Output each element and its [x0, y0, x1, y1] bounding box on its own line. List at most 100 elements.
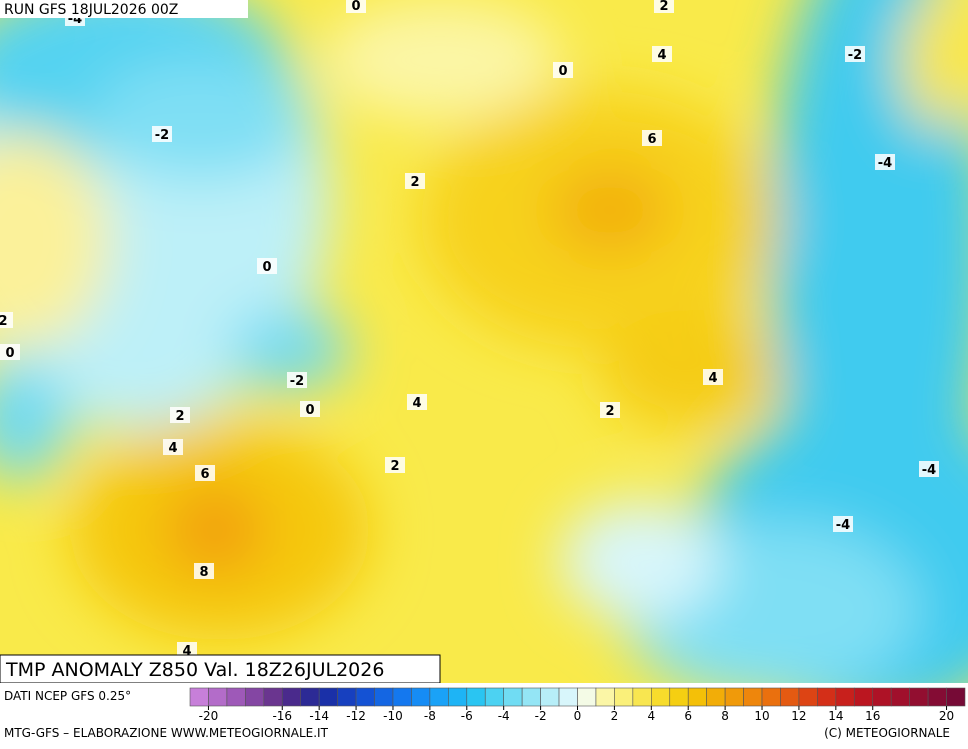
- colorbar-swatch: [263, 687, 283, 707]
- colorbar-swatch: [595, 687, 615, 707]
- colorbar-swatch: [835, 687, 855, 707]
- title-box: [0, 654, 441, 684]
- contour-label: 0: [305, 403, 314, 418]
- copyright: (C) METEOGIORNALE: [824, 726, 950, 740]
- colorbar-swatch: [743, 687, 763, 707]
- contour-label: 2: [175, 409, 184, 424]
- contour-label-bg: [407, 394, 427, 410]
- colorbar-swatch: [448, 687, 468, 707]
- colorbar-tick-label: 20: [939, 709, 954, 723]
- contour-label-bg: [163, 439, 183, 455]
- contour-label-bg: [177, 642, 197, 658]
- colorbar-swatch: [355, 687, 375, 707]
- header-box: [0, 0, 248, 18]
- colorbar-swatch: [798, 687, 818, 707]
- colorbar-swatch: [429, 687, 449, 707]
- colorbar-swatch: [226, 687, 246, 707]
- colorbar-swatch: [189, 687, 209, 707]
- colorbar-tick-label: -8: [424, 709, 436, 723]
- colorbar-swatch: [853, 687, 874, 707]
- contour-label-bg: [300, 401, 320, 417]
- contour-label: 0: [262, 260, 271, 275]
- contour-label: -4: [922, 463, 936, 478]
- colorbar-swatch: [632, 687, 652, 707]
- colorbar-tick-label: -16: [272, 709, 292, 723]
- colorbar-swatch: [724, 687, 744, 707]
- colorbar-tick-label: -20: [199, 709, 219, 723]
- contour-label: -4: [878, 156, 892, 171]
- contour-label-bg: [600, 402, 620, 418]
- colorbar-tick-label: -2: [535, 709, 547, 723]
- contour-label: 2: [410, 175, 419, 190]
- colorbar-tick-label: 6: [684, 709, 692, 723]
- colorbar-tick-label: -12: [346, 709, 366, 723]
- colorbar-swatch: [927, 687, 947, 707]
- map-title: TMP ANOMALY Z850 Val. 18Z26JUL2026: [5, 659, 384, 681]
- colorbar-swatch: [669, 687, 689, 707]
- colorbar-swatch: [466, 687, 486, 707]
- contour-label: 2: [605, 404, 614, 419]
- colorbar-swatch: [245, 687, 265, 707]
- colorbar-swatch: [946, 687, 966, 707]
- colorbar-swatch: [558, 687, 578, 707]
- contour-label-bg: [642, 130, 662, 146]
- colorbar-tick-label: 12: [791, 709, 806, 723]
- contour-label-bg: [654, 0, 674, 13]
- colorbar-tick-label: 0: [574, 709, 582, 723]
- contour-label: 4: [412, 396, 421, 411]
- contour-label: 2: [390, 459, 399, 474]
- colorbar-swatch: [687, 687, 707, 707]
- colorbar: -20 -16 -14 -12 -10 -8 -6 -4 -2 0 2 4 6 8 10 12 14 16 20: [189, 687, 966, 723]
- colorbar-swatch: [909, 687, 929, 707]
- contour-label-bg: [845, 46, 865, 62]
- run-label: RUN GFS 18JUL2026 00Z: [4, 2, 178, 18]
- contour-label-bg: [919, 461, 939, 477]
- colorbar-swatch: [484, 687, 504, 707]
- contour-label-bg: [652, 46, 672, 62]
- contour-label: 2: [659, 0, 668, 14]
- contour-label: 4: [168, 441, 177, 456]
- colorbar-swatch: [540, 687, 560, 707]
- contour-label: 6: [647, 132, 656, 147]
- colorbar-tick-label: -14: [309, 709, 329, 723]
- contour-label: 0: [5, 346, 14, 361]
- contour-label: 6: [200, 467, 209, 482]
- colorbar-tick-label: -10: [383, 709, 403, 723]
- contour-label: 0: [351, 0, 360, 14]
- colorbar-swatch: [651, 687, 671, 707]
- contour-label-bg: [405, 173, 425, 189]
- contour-label: -2: [155, 128, 169, 143]
- colorbar-swatch: [411, 687, 431, 707]
- colorbar-swatch: [208, 687, 228, 707]
- contour-label-bg: [0, 344, 20, 360]
- contour-label-bg: [553, 62, 573, 78]
- colorbar-tick-label: 4: [647, 709, 655, 723]
- colorbar-swatch: [300, 687, 320, 707]
- contour-label-bg: [257, 258, 277, 274]
- colorbar-swatch: [706, 687, 726, 707]
- contour-label: 2: [0, 314, 8, 329]
- colorbar-tick-label: 8: [721, 709, 729, 723]
- contour-label-bg: [152, 126, 172, 142]
- colorbar-swatch: [318, 687, 338, 707]
- colorbar-tick-label: 16: [865, 709, 880, 723]
- colorbar-swatch: [577, 687, 597, 707]
- contour-label: 8: [199, 565, 208, 580]
- colorbar-swatch: [614, 687, 634, 707]
- contour-label-bg: [346, 0, 366, 13]
- colorbar-tick-label: 2: [611, 709, 619, 723]
- colorbar-swatch: [872, 687, 892, 707]
- colorbar-swatch: [392, 687, 412, 707]
- colorbar-swatch: [337, 687, 357, 707]
- colorbar-tick-label: -4: [498, 709, 510, 723]
- source: DATI NCEP GFS 0.25°: [4, 689, 131, 703]
- colorbar-swatch: [503, 687, 523, 707]
- colorbar-swatch: [890, 687, 910, 707]
- contour-label-bg: [170, 407, 190, 423]
- contour-label-bg: [0, 312, 13, 328]
- contour-label: 4: [182, 644, 191, 659]
- colorbar-swatch: [374, 687, 394, 707]
